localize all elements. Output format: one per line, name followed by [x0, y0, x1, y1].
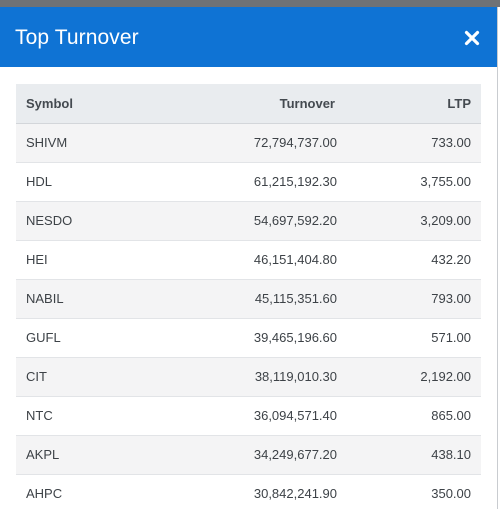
ltp-cell: 438.10 [337, 435, 481, 475]
table-row[interactable]: NTC 36,094,571.40 865.00 [16, 396, 481, 436]
table-row[interactable]: CIT 38,119,010.30 2,192.00 [16, 357, 481, 397]
column-header-symbol[interactable]: Symbol [16, 84, 196, 124]
ltp-cell: 571.00 [337, 318, 481, 358]
symbol-cell: HDL [16, 162, 196, 202]
ltp-cell: 2,192.00 [337, 357, 481, 397]
turnover-cell: 46,151,404.80 [196, 240, 337, 280]
symbol-cell: NESDO [16, 201, 196, 241]
table-row[interactable]: AHPC 30,842,241.90 350.00 [16, 474, 481, 509]
turnover-cell: 38,119,010.30 [196, 357, 337, 397]
table-header: Symbol Turnover LTP [16, 84, 481, 124]
symbol-cell: HEI [16, 240, 196, 280]
close-icon[interactable] [464, 30, 480, 46]
table-row[interactable]: AKPL 34,249,677.20 438.10 [16, 435, 481, 475]
turnover-cell: 61,215,192.30 [196, 162, 337, 202]
symbol-cell: AHPC [16, 474, 196, 509]
table-row[interactable]: GUFL 39,465,196.60 571.00 [16, 318, 481, 358]
turnover-cell: 45,115,351.60 [196, 279, 337, 319]
top-turnover-modal: Top Turnover Symbol Turnover LTP SHIVM 72… [0, 7, 498, 509]
symbol-cell: NABIL [16, 279, 196, 319]
table-row[interactable]: HEI 46,151,404.80 432.20 [16, 240, 481, 280]
ltp-cell: 793.00 [337, 279, 481, 319]
turnover-cell: 34,249,677.20 [196, 435, 337, 475]
ltp-cell: 432.20 [337, 240, 481, 280]
backdrop-strip [0, 0, 500, 7]
column-header-ltp[interactable]: LTP [337, 84, 481, 124]
symbol-cell: CIT [16, 357, 196, 397]
table-body: SHIVM 72,794,737.00 733.00 HDL 61,215,192.30… [16, 123, 481, 509]
ltp-cell: 350.00 [337, 474, 481, 509]
modal-title: Top Turnover [15, 25, 139, 49]
symbol-cell: AKPL [16, 435, 196, 475]
symbol-cell: NTC [16, 396, 196, 436]
turnover-cell: 39,465,196.60 [196, 318, 337, 358]
table-row[interactable]: NESDO 54,697,592.20 3,209.00 [16, 201, 481, 241]
ltp-cell: 865.00 [337, 396, 481, 436]
turnover-cell: 36,094,571.40 [196, 396, 337, 436]
modal-header: Top Turnover [0, 7, 497, 67]
close-button[interactable] [461, 27, 483, 49]
ltp-cell: 3,755.00 [337, 162, 481, 202]
turnover-cell: 72,794,737.00 [196, 123, 337, 163]
symbol-cell: GUFL [16, 318, 196, 358]
table-header-row: Symbol Turnover LTP [16, 84, 481, 124]
table-row[interactable]: SHIVM 72,794,737.00 733.00 [16, 123, 481, 163]
ltp-cell: 733.00 [337, 123, 481, 163]
turnover-cell: 30,842,241.90 [196, 474, 337, 509]
turnover-cell: 54,697,592.20 [196, 201, 337, 241]
symbol-cell: SHIVM [16, 123, 196, 163]
modal-body: Symbol Turnover LTP SHIVM 72,794,737.00 73… [0, 67, 497, 509]
turnover-table: Symbol Turnover LTP SHIVM 72,794,737.00 73… [16, 84, 481, 509]
ltp-cell: 3,209.00 [337, 201, 481, 241]
table-row[interactable]: NABIL 45,115,351.60 793.00 [16, 279, 481, 319]
table-row[interactable]: HDL 61,215,192.30 3,755.00 [16, 162, 481, 202]
column-header-turnover[interactable]: Turnover [196, 84, 337, 124]
